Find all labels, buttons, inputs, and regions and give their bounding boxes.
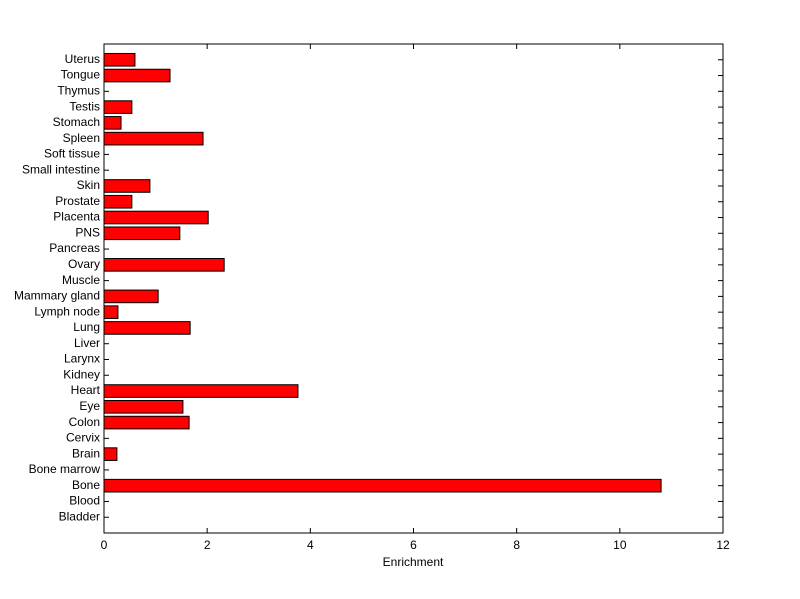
y-tick-label: Kidney xyxy=(63,367,100,381)
y-tick-label: Liver xyxy=(74,336,100,350)
y-tick-label: Colon xyxy=(69,415,100,429)
x-axis-label: Enrichment xyxy=(383,555,444,569)
y-tick-label: Skin xyxy=(77,178,100,192)
y-tick-label: Brain xyxy=(72,446,100,460)
y-tick-label: Bladder xyxy=(59,509,100,523)
bar xyxy=(103,100,133,114)
x-tick-label: 8 xyxy=(513,538,520,552)
bar xyxy=(103,68,171,83)
x-tick-label: 6 xyxy=(410,538,417,552)
bar xyxy=(103,399,184,414)
x-tick-label: 2 xyxy=(204,538,211,552)
y-tick-label: Lymph node xyxy=(34,304,100,318)
y-tick-label: Placenta xyxy=(53,210,100,224)
x-tick-label: 4 xyxy=(307,538,314,552)
y-tick-label: Cervix xyxy=(66,431,100,445)
y-tick-label: Soft tissue xyxy=(44,147,100,161)
x-tick-label: 12 xyxy=(716,538,730,552)
y-tick-label: Spleen xyxy=(63,131,100,145)
bar xyxy=(103,210,209,225)
bar xyxy=(103,116,122,130)
bar xyxy=(103,52,136,67)
y-tick-label: Blood xyxy=(69,494,100,508)
bar xyxy=(103,289,159,304)
bar xyxy=(103,384,299,398)
bar xyxy=(103,179,151,193)
bar xyxy=(103,194,133,209)
y-tick-label: Tongue xyxy=(61,68,101,82)
y-tick-label: Bone xyxy=(72,478,100,492)
y-tick-label: Mammary gland xyxy=(14,289,100,303)
y-tick-label: Small intestine xyxy=(22,162,100,176)
y-tick-label: Lung xyxy=(73,320,100,334)
bar xyxy=(103,258,225,272)
y-tick-label: Larynx xyxy=(64,352,100,366)
y-tick-label: PNS xyxy=(75,225,100,239)
bar xyxy=(103,447,118,461)
y-tick-label: Ovary xyxy=(68,257,100,271)
y-tick-label: Muscle xyxy=(62,273,100,287)
y-tick-label: Pancreas xyxy=(49,241,100,255)
bar xyxy=(103,321,191,335)
y-tick-label: Testis xyxy=(69,99,100,113)
y-tick-label: Bone marrow xyxy=(29,462,101,476)
y-tick-label: Heart xyxy=(71,383,101,397)
bar xyxy=(103,305,119,319)
bar xyxy=(103,415,190,430)
y-tick-label: Eye xyxy=(79,399,100,413)
plot-frame xyxy=(103,43,724,534)
bar xyxy=(103,226,181,241)
y-tick-label: Stomach xyxy=(53,115,100,129)
y-tick-label: Uterus xyxy=(65,52,100,66)
y-tick-label: Thymus xyxy=(57,83,100,97)
bar xyxy=(103,478,662,493)
bar xyxy=(103,131,204,146)
x-tick-label: 0 xyxy=(101,538,108,552)
x-tick-label: 10 xyxy=(613,538,627,552)
y-tick-label: Prostate xyxy=(55,194,100,208)
